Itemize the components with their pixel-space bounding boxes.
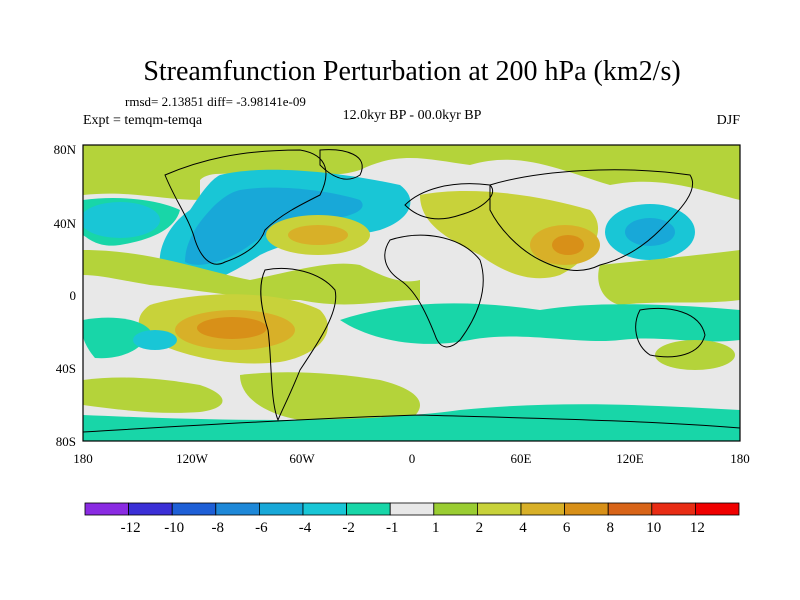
experiment-label: Expt = temqm-temqa xyxy=(83,113,203,128)
contour-positive-south xyxy=(240,372,420,426)
colorbar-swatch xyxy=(171,502,217,516)
colorbar-swatch xyxy=(215,502,260,516)
lon-label: 120E xyxy=(616,451,644,466)
plot-title: Streamfunction Perturbation at 200 hPa (… xyxy=(143,56,680,87)
colorbar-label: 10 xyxy=(646,520,661,536)
colorbar-label: 6 xyxy=(563,520,571,536)
lat-label: 40N xyxy=(54,216,77,231)
colorbar-labels: -12 -10 -8 -6 -4 -2 -1 1 2 4 6 8 10 12 xyxy=(121,520,705,536)
contour-positive-pacific-east xyxy=(598,250,740,305)
colorbar-label: 8 xyxy=(606,520,614,536)
contour-negative-eastasia-inner xyxy=(625,218,675,246)
streamfunction-field xyxy=(83,145,740,441)
coast-antarctica xyxy=(83,414,740,433)
lon-label: 0 xyxy=(409,451,416,466)
contour-negative-southern xyxy=(83,404,740,441)
contour-positive-aus xyxy=(655,340,735,370)
contour-negative-indian xyxy=(340,303,740,344)
colorbar-swatch xyxy=(389,502,435,516)
colorbar-swatch xyxy=(520,502,565,516)
colorbar-label: 1 xyxy=(432,520,440,536)
colorbar-swatch xyxy=(651,502,696,516)
contour-positive-north xyxy=(83,145,740,200)
colorbar-swatch xyxy=(128,502,173,516)
colorbar-swatch xyxy=(302,502,347,516)
coastlines xyxy=(83,149,740,433)
colorbar-swatch xyxy=(346,502,391,516)
lat-label: 80S xyxy=(56,434,76,449)
lat-label: 40S xyxy=(56,361,76,376)
colorbar xyxy=(84,502,740,516)
lon-label: 60E xyxy=(511,451,532,466)
colorbar-swatch xyxy=(476,502,522,516)
colorbar-label: -8 xyxy=(212,520,225,536)
stats-label: rmsd= 2.13851 diff= -3.98141e-09 xyxy=(125,94,306,109)
colorbar-label: -1 xyxy=(386,520,399,536)
contour-negative-southpacific xyxy=(83,317,150,359)
map-panel xyxy=(83,145,740,441)
coast-asia xyxy=(489,169,694,271)
lon-label: 120W xyxy=(176,451,209,466)
colorbar-label: 2 xyxy=(476,520,484,536)
contour-positive-atlantic-inner xyxy=(288,225,348,245)
lat-axis: 80N 40N 0 40S 80S xyxy=(54,142,77,449)
season-label: DJF xyxy=(717,113,741,128)
coast-north-america xyxy=(164,149,327,265)
contour-positive-asia-core xyxy=(552,235,584,255)
contour-positive-south-east xyxy=(83,377,223,413)
lon-label: 60W xyxy=(289,451,315,466)
colorbar-label: -10 xyxy=(164,520,184,536)
colorbar-label: 12 xyxy=(690,520,705,536)
lon-label: 180 xyxy=(73,451,93,466)
coast-africa xyxy=(384,234,484,348)
coast-australia xyxy=(635,307,706,358)
colorbar-label: -2 xyxy=(342,520,355,536)
lat-label: 0 xyxy=(70,288,77,303)
coast-south-america xyxy=(260,267,337,422)
contour-positive-tropics xyxy=(83,250,420,305)
coast-greenland xyxy=(319,149,363,180)
colorbar-label: 4 xyxy=(519,520,527,536)
period-label: 12.0kyr BP - 00.0kyr BP xyxy=(343,108,482,123)
colorbar-label: -12 xyxy=(121,520,141,536)
colorbar-swatch xyxy=(84,502,129,516)
colorbar-swatch xyxy=(564,502,609,516)
contour-positive-southpacific-core xyxy=(197,317,267,339)
colorbar-swatch xyxy=(607,502,653,516)
contour-negative-southpacific-inner xyxy=(133,330,177,350)
colorbar-swatch xyxy=(695,502,740,516)
lon-label: 180 xyxy=(730,451,750,466)
colorbar-label: -4 xyxy=(299,520,312,536)
colorbar-label: -6 xyxy=(255,520,268,536)
colorbar-swatch xyxy=(258,502,304,516)
map-frame xyxy=(82,144,741,442)
contour-negative-pacific-inner xyxy=(83,202,160,238)
colorbar-swatch xyxy=(433,502,478,516)
lat-label: 80N xyxy=(54,142,77,157)
lon-axis: 180 120W 60W 0 60E 120E 180 xyxy=(73,451,750,466)
